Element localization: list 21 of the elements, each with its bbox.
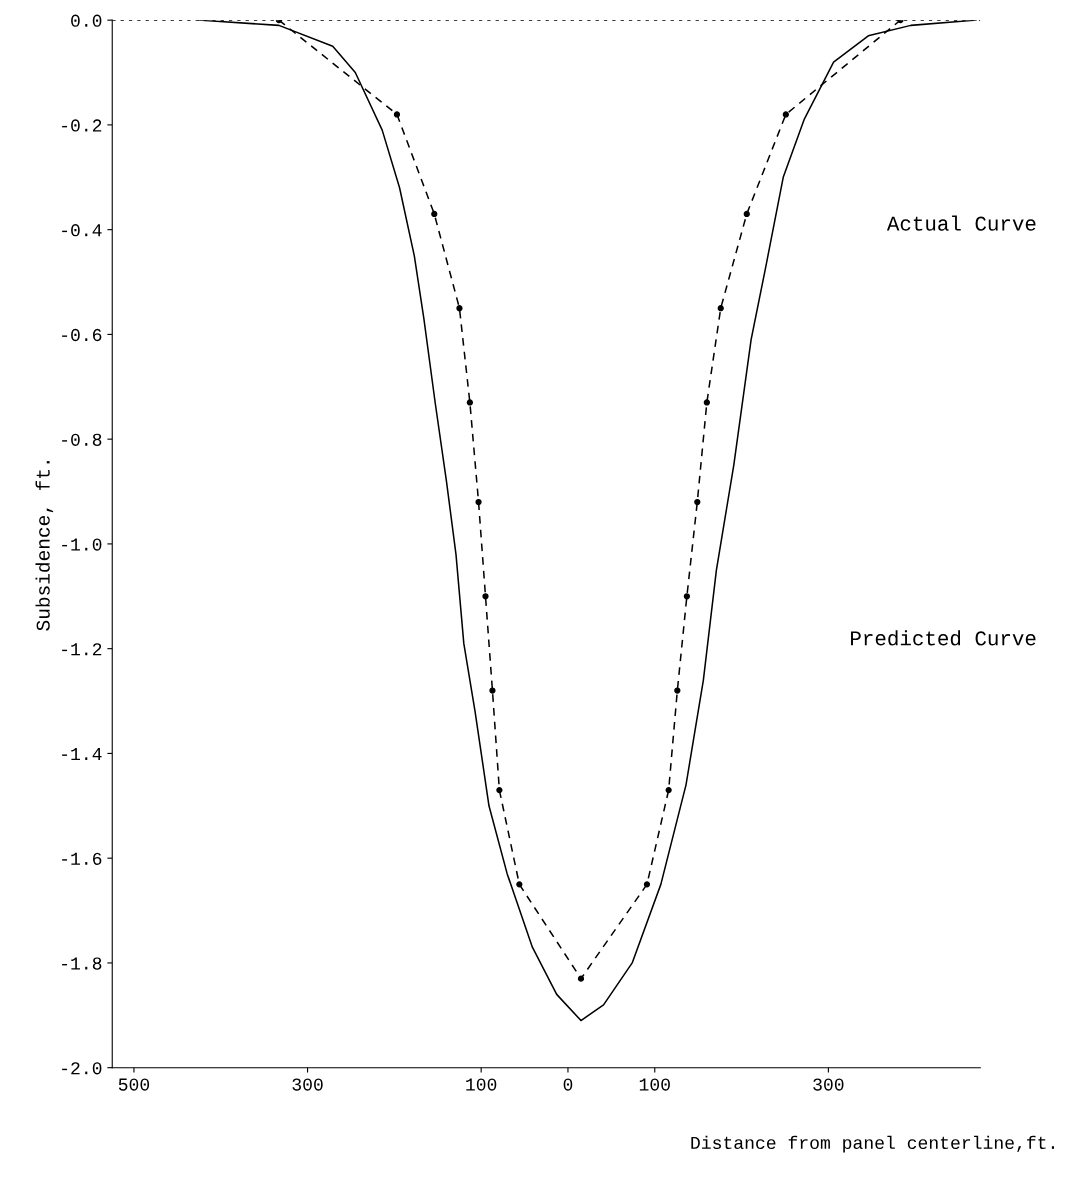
y-tick-label: -1.0 (62, 538, 102, 551)
y-tick-label: -0.8 (62, 433, 102, 446)
x-tick-label: 300 (292, 1078, 323, 1091)
annotation: Predicted Curve (851, 630, 1036, 646)
y-tick-label: -0.6 (62, 328, 102, 342)
y-tick-label: -1.6 (62, 852, 102, 865)
x-axis-title: Distance from panel centerline,ft. (691, 1135, 1054, 1153)
x-tick-label: 100 (639, 1078, 670, 1091)
y-tick-label: 0.0 (71, 14, 102, 27)
y-tick-label: -1.2 (62, 643, 102, 656)
x-tick-label: 100 (466, 1078, 497, 1091)
y-tick-label: -1.8 (62, 957, 102, 970)
x-tick-label: 0 (563, 1078, 573, 1091)
annotation: Actual Curve (886, 215, 1036, 231)
y-tick-label: -0.4 (62, 224, 102, 237)
y-axis-title: Subsidence, ft. (35, 461, 54, 631)
y-tick-label: -1.4 (62, 748, 102, 760)
y-tick-label: -2.0 (62, 1062, 102, 1075)
y-tick-label: -0.2 (62, 119, 102, 132)
x-tick-label: 300 (813, 1078, 844, 1091)
x-tick-label: 500 (118, 1078, 150, 1091)
